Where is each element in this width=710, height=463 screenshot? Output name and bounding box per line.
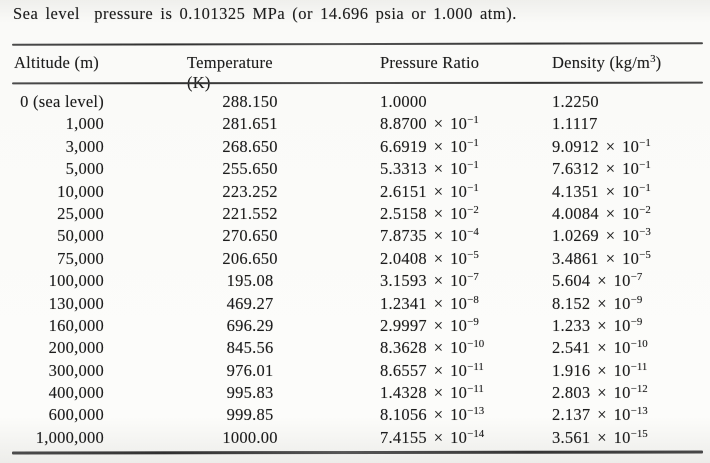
- cell-pressure-ratio: 5.3313 × 10−1: [380, 159, 479, 179]
- table-row: 10,000 223.252 2.6151 × 10−1 4.1351 × 10−1: [12, 181, 703, 203]
- cell-pressure-ratio: 7.8735 × 10−4: [380, 226, 479, 246]
- table-row: 50,000 270.650 7.8735 × 10−4 1.0269 × 10−3: [12, 225, 703, 247]
- cell-temperature: 268.650: [222, 136, 278, 156]
- table-row: 0 (sea level) 288.150 1.0000 1.2250: [12, 91, 703, 113]
- cell-density: 1.1117: [552, 114, 598, 134]
- cell-altitude: 75,000: [57, 248, 104, 268]
- cell-temperature: 976.01: [226, 360, 274, 380]
- cell-altitude: 5,000: [65, 159, 104, 179]
- cell-density: 3.4861 × 10−5: [552, 248, 651, 268]
- table-caption: Sea level pressure is 0.101325 MPa (or 1…: [13, 4, 517, 23]
- table-row: 1,000 281.651 8.8700 × 10−1 1.1117: [12, 113, 703, 135]
- cell-density: 9.0912 × 10−1: [552, 136, 651, 156]
- table-row: 130,000 469.27 1.2341 × 10−8 8.152 × 10−9: [12, 293, 703, 315]
- cell-altitude: 200,000: [48, 338, 104, 358]
- cell-density: 2.803 × 10−12: [552, 383, 648, 403]
- cell-altitude: 0 (sea level): [20, 92, 104, 111]
- column-header-pressure-ratio: Pressure Ratio: [380, 53, 480, 72]
- cell-pressure-ratio: 1.2341 × 10−8: [380, 293, 479, 313]
- table-row: 300,000 976.01 8.6557 × 10−11 1.916 × 10−11: [12, 360, 703, 382]
- cell-temperature: 1000.00: [222, 427, 278, 447]
- cell-altitude: 600,000: [48, 405, 104, 425]
- cell-altitude: 300,000: [48, 360, 104, 380]
- cell-density: 1.2250: [552, 92, 599, 111]
- cell-density: 5.604 × 10−7: [552, 271, 643, 291]
- cell-altitude: 10,000: [57, 181, 104, 201]
- cell-pressure-ratio: 3.1593 × 10−7: [380, 271, 479, 291]
- cell-temperature: 221.552: [222, 203, 278, 223]
- table-row: 5,000 255.650 5.3313 × 10−1 7.6312 × 10−1: [12, 158, 703, 180]
- table-row: 600,000 999.85 8.1056 × 10−13 2.137 × 10−13: [12, 404, 703, 426]
- cell-altitude: 25,000: [57, 203, 104, 223]
- cell-density: 3.561 × 10−15: [552, 427, 648, 447]
- column-header-altitude: Altitude (m): [14, 53, 100, 72]
- cell-density: 4.1351 × 10−1: [552, 181, 651, 201]
- cell-temperature: 288.150: [222, 92, 278, 111]
- cell-altitude: 160,000: [48, 315, 104, 335]
- cell-temperature: 999.85: [226, 405, 274, 425]
- cell-pressure-ratio: 8.3628 × 10−10: [380, 338, 485, 358]
- cell-temperature: 845.56: [226, 338, 274, 358]
- cell-density: 8.152 × 10−9: [552, 293, 643, 313]
- cell-pressure-ratio: 1.0000: [380, 92, 427, 111]
- cell-altitude: 50,000: [57, 226, 104, 246]
- cell-pressure-ratio: 8.8700 × 10−1: [380, 114, 479, 134]
- cell-pressure-ratio: 2.5158 × 10−2: [380, 203, 479, 223]
- table-row: 25,000 221.552 2.5158 × 10−2 4.0084 × 10−2: [12, 203, 703, 225]
- cell-temperature: 995.83: [226, 383, 274, 403]
- cell-altitude: 1,000,000: [35, 427, 104, 447]
- cell-temperature: 270.650: [222, 226, 278, 246]
- cell-temperature: 255.650: [222, 159, 278, 179]
- table-row: 75,000 206.650 2.0408 × 10−5 3.4861 × 10−5: [12, 248, 703, 270]
- cell-pressure-ratio: 1.4328 × 10−11: [380, 383, 484, 403]
- cell-density: 2.541 × 10−10: [552, 338, 648, 358]
- cell-pressure-ratio: 2.6151 × 10−1: [380, 181, 479, 201]
- table-row: 3,000 268.650 6.6919 × 10−1 9.0912 × 10−1: [12, 136, 703, 158]
- table-row: 1,000,000 1000.00 7.4155 × 10−14 3.561 × 10…: [12, 427, 703, 449]
- cell-density: 1.916 × 10−11: [552, 360, 648, 380]
- cell-pressure-ratio: 8.1056 × 10−13: [380, 405, 485, 425]
- table-row: 160,000 696.29 2.9997 × 10−9 1.233 × 10−9: [12, 315, 703, 337]
- cell-pressure-ratio: 6.6919 × 10−1: [380, 136, 479, 156]
- cell-density: 7.6312 × 10−1: [552, 159, 651, 179]
- cell-temperature: 206.650: [222, 248, 278, 268]
- column-header-density: Density (kg/m3): [552, 53, 662, 72]
- cell-density: 1.233 × 10−9: [552, 315, 643, 335]
- table-row: 100,000 195.08 3.1593 × 10−7 5.604 × 10−7: [12, 270, 703, 292]
- cell-pressure-ratio: 7.4155 × 10−14: [380, 427, 485, 447]
- cell-temperature: 223.252: [222, 181, 278, 201]
- cell-pressure-ratio: 2.0408 × 10−5: [380, 248, 479, 268]
- cell-altitude: 130,000: [48, 293, 104, 313]
- cell-temperature: 281.651: [222, 114, 278, 134]
- cell-altitude: 100,000: [48, 271, 104, 291]
- table-top-rule: [11, 42, 704, 46]
- table-bottom-rule: [11, 450, 704, 454]
- cell-temperature: 195.08: [226, 271, 274, 291]
- cell-altitude: 400,000: [48, 383, 104, 403]
- column-header-temperature: Temperature (K): [187, 53, 273, 92]
- table-header-row: Altitude (m) Temperature (K) Pressure Ra…: [12, 53, 703, 93]
- cell-temperature: 696.29: [226, 315, 274, 335]
- cell-density: 2.137 × 10−13: [552, 405, 648, 425]
- cell-altitude: 3,000: [65, 136, 104, 156]
- cell-temperature: 469.27: [226, 293, 274, 313]
- table-row: 400,000 995.83 1.4328 × 10−11 2.803 × 10−12: [12, 382, 703, 404]
- cell-pressure-ratio: 8.6557 × 10−11: [380, 360, 484, 380]
- table-body: 0 (sea level) 288.150 1.0000 1.2250 1,000 281…: [12, 91, 703, 449]
- cell-density: 4.0084 × 10−2: [552, 203, 651, 223]
- cell-altitude: 1,000: [65, 114, 104, 134]
- cell-density: 1.0269 × 10−3: [552, 226, 651, 246]
- table-row: 200,000 845.56 8.3628 × 10−10 2.541 × 10−10: [12, 337, 703, 359]
- cell-pressure-ratio: 2.9997 × 10−9: [380, 315, 479, 335]
